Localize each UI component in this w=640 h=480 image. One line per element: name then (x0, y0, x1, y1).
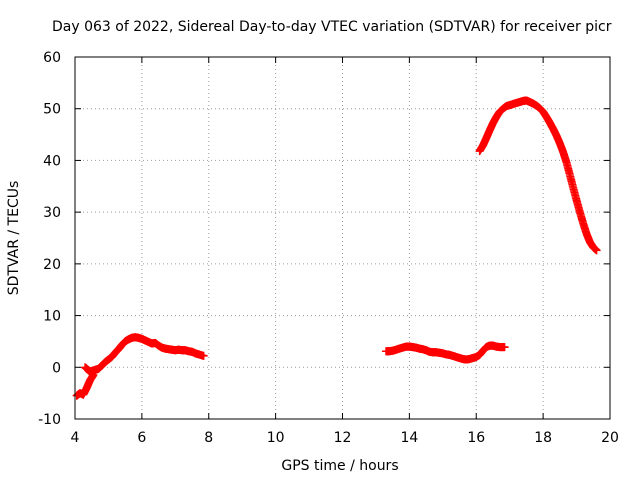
y-tick-label: -10 (38, 412, 61, 428)
x-tick-label: 12 (334, 430, 352, 446)
y-axis-label: SDTVAR / TECUs (6, 181, 22, 296)
series-segment-1 (72, 333, 208, 400)
x-tick-label: 16 (467, 430, 485, 446)
y-tick-labels: -10 0 10 20 30 40 50 60 (38, 50, 61, 428)
data-point-marker (592, 246, 601, 255)
x-tick-label: 14 (400, 430, 418, 446)
y-tick-label: 20 (43, 257, 61, 273)
y-tick-label: 0 (52, 360, 61, 376)
x-tick-label: 4 (71, 430, 80, 446)
data-points (72, 96, 601, 400)
y-tick-label: 50 (43, 102, 61, 118)
x-tick-label: 8 (204, 430, 213, 446)
plot-frame (74, 56, 611, 420)
data-point-marker (500, 343, 509, 352)
gridlines (75, 57, 610, 419)
y-tick-label: 60 (43, 50, 61, 66)
x-tick-labels: 4 6 8 10 12 14 16 18 20 (71, 430, 619, 446)
y-tick-label: 40 (43, 153, 61, 169)
x-axis-label: GPS time / hours (281, 458, 398, 474)
y-tick-label: 30 (43, 205, 61, 221)
series-segment-3 (475, 96, 601, 255)
series-segment-2 (381, 341, 509, 364)
y-tick-label: 10 (43, 309, 61, 325)
chart-title: Day 063 of 2022, Sidereal Day-to-day VTE… (52, 19, 612, 35)
x-tick-label: 18 (534, 430, 552, 446)
x-tick-label: 20 (601, 430, 619, 446)
data-point-marker (199, 351, 208, 360)
x-tick-label: 10 (267, 430, 285, 446)
x-tick-label: 6 (137, 430, 146, 446)
